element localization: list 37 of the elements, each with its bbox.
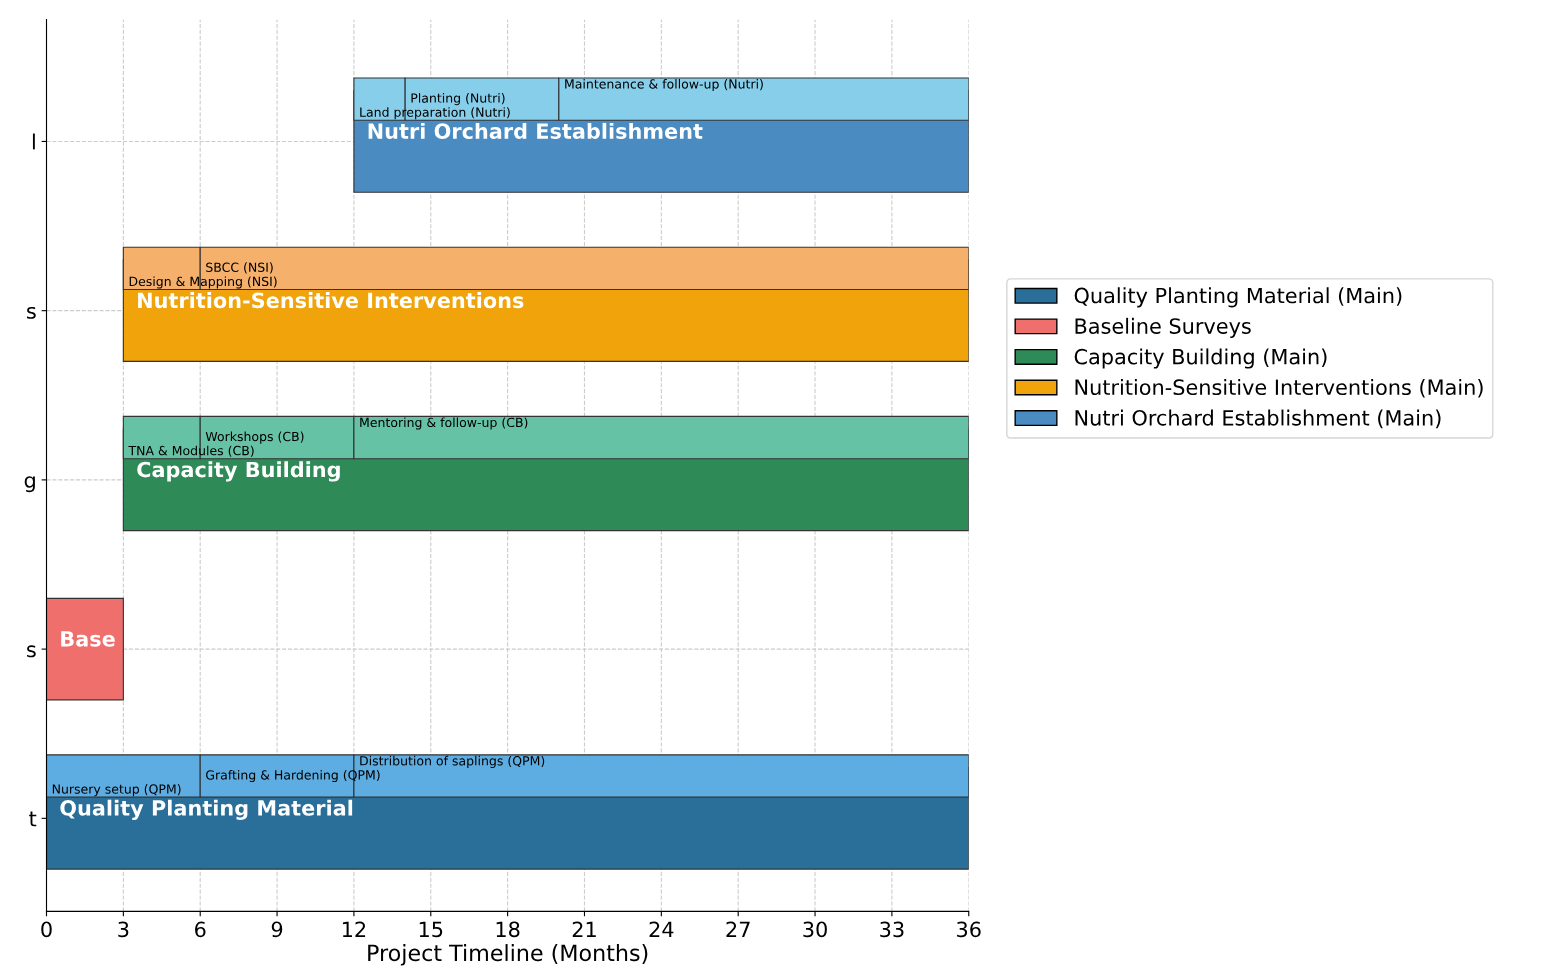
x-tick-label: 24	[649, 921, 674, 937]
x-tick-label: 12	[342, 921, 366, 937]
data-label: Distribution of saplings (QPM)	[360, 755, 545, 768]
y-tick-label: s	[27, 306, 36, 319]
legend-label: Quality Planting Material (Main)	[1074, 287, 1402, 308]
x-tick-label: 21	[572, 921, 596, 937]
data-label: SBCC (NSI)	[206, 262, 273, 274]
y-tick-label: l	[32, 133, 35, 150]
legend-label: Nutrition-Sensitive Interventions (Main)	[1075, 378, 1483, 398]
data-label: Planting (Nutri)	[411, 93, 505, 106]
data-label: Quality Planting Material	[60, 799, 353, 821]
y-tick-label: t	[29, 811, 37, 827]
y-tick-label: s	[27, 645, 36, 658]
x-axis-title: Project Timeline (Months)	[368, 944, 648, 966]
legend-label: Nutri Orchard Establishment (Main)	[1075, 409, 1441, 429]
x-tick-label: 30	[803, 921, 827, 938]
data-label: Nutri Orchard Establishment	[368, 122, 703, 140]
legend-label: Baseline Surveys	[1075, 317, 1251, 338]
data-label: Mentoring & follow-up (CB)	[360, 417, 528, 430]
legend-label: Capacity Building (Main)	[1074, 348, 1327, 369]
x-tick-label: 27	[726, 921, 750, 937]
data-label: Nursery setup (QPM)	[52, 784, 181, 797]
x-tick-label: 36	[957, 921, 981, 938]
x-tick-label: 3	[118, 921, 129, 938]
data-label: Maintenance & follow-up (Nutri)	[565, 78, 763, 92]
data-label: Base	[61, 631, 115, 647]
x-tick-label: 15	[419, 921, 443, 938]
data-label: Workshops (CB)	[205, 431, 304, 444]
data-label: Nutrition-Sensitive Interventions	[138, 292, 524, 309]
x-tick-label: 18	[496, 921, 520, 938]
x-tick-label: 9	[271, 921, 283, 938]
x-tick-label: 33	[880, 921, 904, 938]
y-tick-label: g	[24, 476, 35, 493]
x-tick-label: 0	[41, 921, 52, 938]
data-label: Capacity Building	[137, 461, 340, 482]
x-tick-label: 6	[195, 921, 206, 938]
bar	[46, 597, 124, 701]
